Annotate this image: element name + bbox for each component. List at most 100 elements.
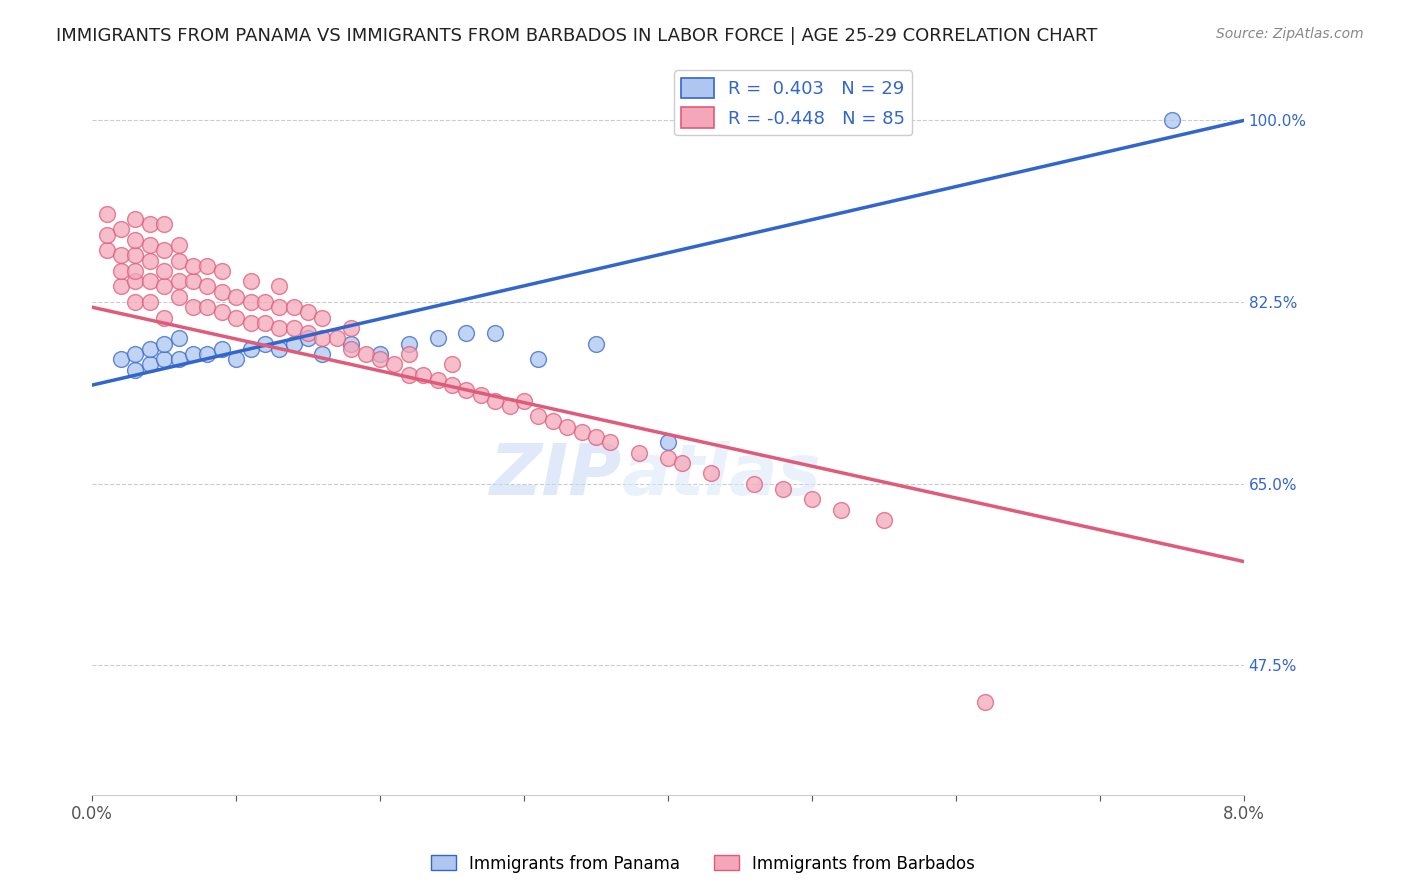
Point bbox=[441, 357, 464, 371]
Point bbox=[297, 331, 319, 345]
Legend: R =  0.403   N = 29, R = -0.448   N = 85: R = 0.403 N = 29, R = -0.448 N = 85 bbox=[673, 70, 912, 136]
Point bbox=[139, 217, 162, 231]
Point bbox=[167, 238, 190, 252]
Point bbox=[973, 695, 995, 709]
Point bbox=[239, 274, 262, 288]
Point bbox=[167, 331, 190, 345]
Point bbox=[283, 321, 305, 335]
Point bbox=[398, 368, 420, 382]
Point bbox=[671, 456, 693, 470]
Point bbox=[225, 352, 247, 367]
Point bbox=[153, 336, 176, 351]
Point bbox=[368, 352, 391, 367]
Point bbox=[412, 368, 434, 382]
Point bbox=[253, 336, 276, 351]
Point bbox=[211, 285, 233, 299]
Point bbox=[195, 347, 218, 361]
Point bbox=[124, 264, 146, 278]
Point bbox=[326, 331, 349, 345]
Point bbox=[181, 274, 204, 288]
Point bbox=[153, 310, 176, 325]
Point bbox=[283, 300, 305, 314]
Point bbox=[110, 352, 132, 367]
Point bbox=[153, 264, 176, 278]
Point bbox=[239, 295, 262, 310]
Point bbox=[744, 476, 766, 491]
Point bbox=[498, 399, 520, 413]
Point bbox=[830, 502, 852, 516]
Point bbox=[628, 445, 651, 459]
Point bbox=[181, 259, 204, 273]
Point bbox=[311, 347, 333, 361]
Point bbox=[124, 212, 146, 227]
Point bbox=[253, 295, 276, 310]
Point bbox=[139, 295, 162, 310]
Point bbox=[167, 290, 190, 304]
Point bbox=[599, 435, 621, 450]
Point bbox=[484, 393, 506, 408]
Point bbox=[426, 373, 449, 387]
Point bbox=[124, 233, 146, 247]
Point bbox=[700, 467, 723, 481]
Point bbox=[153, 279, 176, 293]
Point bbox=[456, 384, 478, 398]
Point bbox=[139, 238, 162, 252]
Text: ZIP: ZIP bbox=[489, 441, 621, 510]
Point bbox=[657, 450, 679, 465]
Point bbox=[124, 347, 146, 361]
Point bbox=[470, 388, 492, 402]
Point bbox=[195, 259, 218, 273]
Point bbox=[139, 253, 162, 268]
Point bbox=[167, 253, 190, 268]
Point bbox=[195, 279, 218, 293]
Point bbox=[211, 264, 233, 278]
Point bbox=[225, 290, 247, 304]
Point bbox=[153, 352, 176, 367]
Point bbox=[269, 279, 291, 293]
Point bbox=[211, 342, 233, 356]
Point bbox=[110, 248, 132, 262]
Point bbox=[124, 248, 146, 262]
Point bbox=[873, 513, 896, 527]
Legend: Immigrants from Panama, Immigrants from Barbados: Immigrants from Panama, Immigrants from … bbox=[425, 848, 981, 880]
Point bbox=[124, 362, 146, 376]
Text: IMMIGRANTS FROM PANAMA VS IMMIGRANTS FROM BARBADOS IN LABOR FORCE | AGE 25-29 CO: IMMIGRANTS FROM PANAMA VS IMMIGRANTS FRO… bbox=[56, 27, 1098, 45]
Point bbox=[211, 305, 233, 319]
Point bbox=[384, 357, 406, 371]
Point bbox=[110, 279, 132, 293]
Point bbox=[571, 425, 593, 439]
Point bbox=[124, 295, 146, 310]
Point bbox=[456, 326, 478, 341]
Point bbox=[96, 243, 118, 257]
Point bbox=[297, 326, 319, 341]
Point bbox=[657, 435, 679, 450]
Point bbox=[311, 310, 333, 325]
Point bbox=[340, 336, 363, 351]
Point bbox=[167, 274, 190, 288]
Point bbox=[772, 482, 794, 496]
Point bbox=[354, 347, 377, 361]
Point bbox=[541, 414, 564, 428]
Point bbox=[340, 342, 363, 356]
Point bbox=[441, 378, 464, 392]
Point bbox=[484, 326, 506, 341]
Point bbox=[269, 300, 291, 314]
Point bbox=[585, 336, 607, 351]
Point bbox=[153, 243, 176, 257]
Point bbox=[181, 300, 204, 314]
Point bbox=[398, 336, 420, 351]
Text: Source: ZipAtlas.com: Source: ZipAtlas.com bbox=[1216, 27, 1364, 41]
Point bbox=[195, 300, 218, 314]
Point bbox=[283, 336, 305, 351]
Point bbox=[398, 347, 420, 361]
Point bbox=[139, 274, 162, 288]
Point bbox=[139, 357, 162, 371]
Point bbox=[527, 409, 550, 424]
Point bbox=[239, 342, 262, 356]
Point bbox=[110, 264, 132, 278]
Point bbox=[585, 430, 607, 444]
Point bbox=[124, 274, 146, 288]
Point bbox=[96, 227, 118, 242]
Point bbox=[1160, 113, 1182, 128]
Point bbox=[96, 207, 118, 221]
